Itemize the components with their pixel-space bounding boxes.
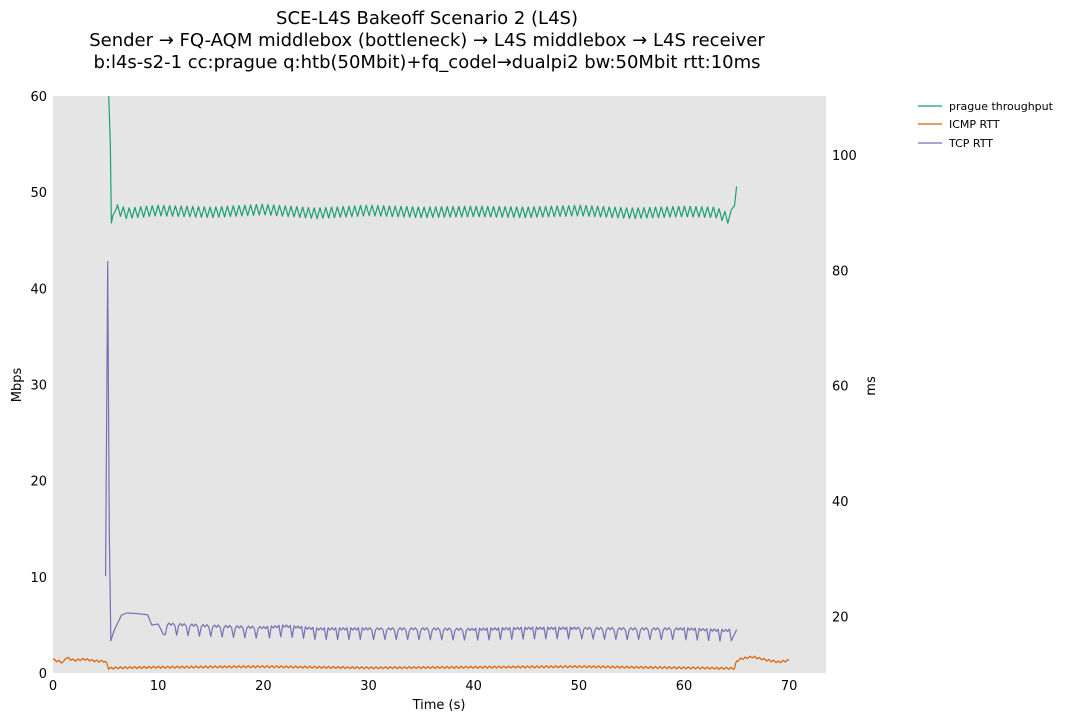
chart-title: SCE-L4S Bakeoff Scenario 2 (L4S) Sender … [89, 8, 765, 73]
legend: prague throughput ICMP RTT TCP RTT [918, 100, 1054, 150]
y-tick-label-left: 0 [39, 667, 47, 682]
series-layer [52, 95, 790, 671]
y-tick-label-right: 80 [832, 264, 849, 279]
y-tick-label-right: 20 [832, 610, 849, 625]
plot-area [53, 96, 826, 673]
x-tick-label: 10 [150, 679, 167, 694]
series-line-tcp-rtt [104, 261, 738, 642]
legend-label-prague-throughput: prague throughput [949, 100, 1054, 113]
y-tick-label-left: 60 [30, 90, 47, 105]
title-line-3: b:l4s-s2-1 cc:prague q:htb(50Mbit)+fq_co… [93, 52, 760, 73]
y-tick-label-right: 40 [832, 495, 849, 510]
x-tick-label: 60 [676, 679, 693, 694]
series-line-icmp-rtt [52, 655, 790, 671]
x-axis-label: Time (s) [412, 698, 466, 713]
x-tick-label: 40 [465, 679, 482, 694]
y-tick-label-left: 40 [30, 282, 47, 297]
y-tick-label-right: 60 [832, 380, 849, 395]
title-line-1: SCE-L4S Bakeoff Scenario 2 (L4S) [276, 8, 578, 29]
y-tick-label-left: 10 [30, 571, 47, 586]
legend-label-icmp-rtt: ICMP RTT [949, 118, 1000, 131]
x-tick-label: 50 [571, 679, 588, 694]
y-axis-label-left: Mbps [10, 368, 25, 403]
y-axis-label-right: ms [864, 376, 879, 396]
x-tick-label: 0 [49, 679, 57, 694]
x-tick-label: 20 [255, 679, 272, 694]
tick-labels: 0 10 20 30 40 50 60 70 0 10 20 30 40 50 60 20 40 60 80 100 [30, 90, 856, 694]
y-tick-label-left: 50 [30, 186, 47, 201]
y-tick-label-left: 30 [30, 379, 47, 394]
series-line-prague-throughput [108, 95, 738, 224]
x-tick-label: 30 [360, 679, 377, 694]
title-line-2: Sender → FQ-AQM middlebox (bottleneck) →… [89, 30, 765, 51]
legend-label-tcp-rtt: TCP RTT [948, 137, 993, 150]
y-tick-label-left: 20 [30, 475, 47, 490]
y-tick-label-right: 100 [832, 149, 857, 164]
x-tick-label: 70 [781, 679, 798, 694]
